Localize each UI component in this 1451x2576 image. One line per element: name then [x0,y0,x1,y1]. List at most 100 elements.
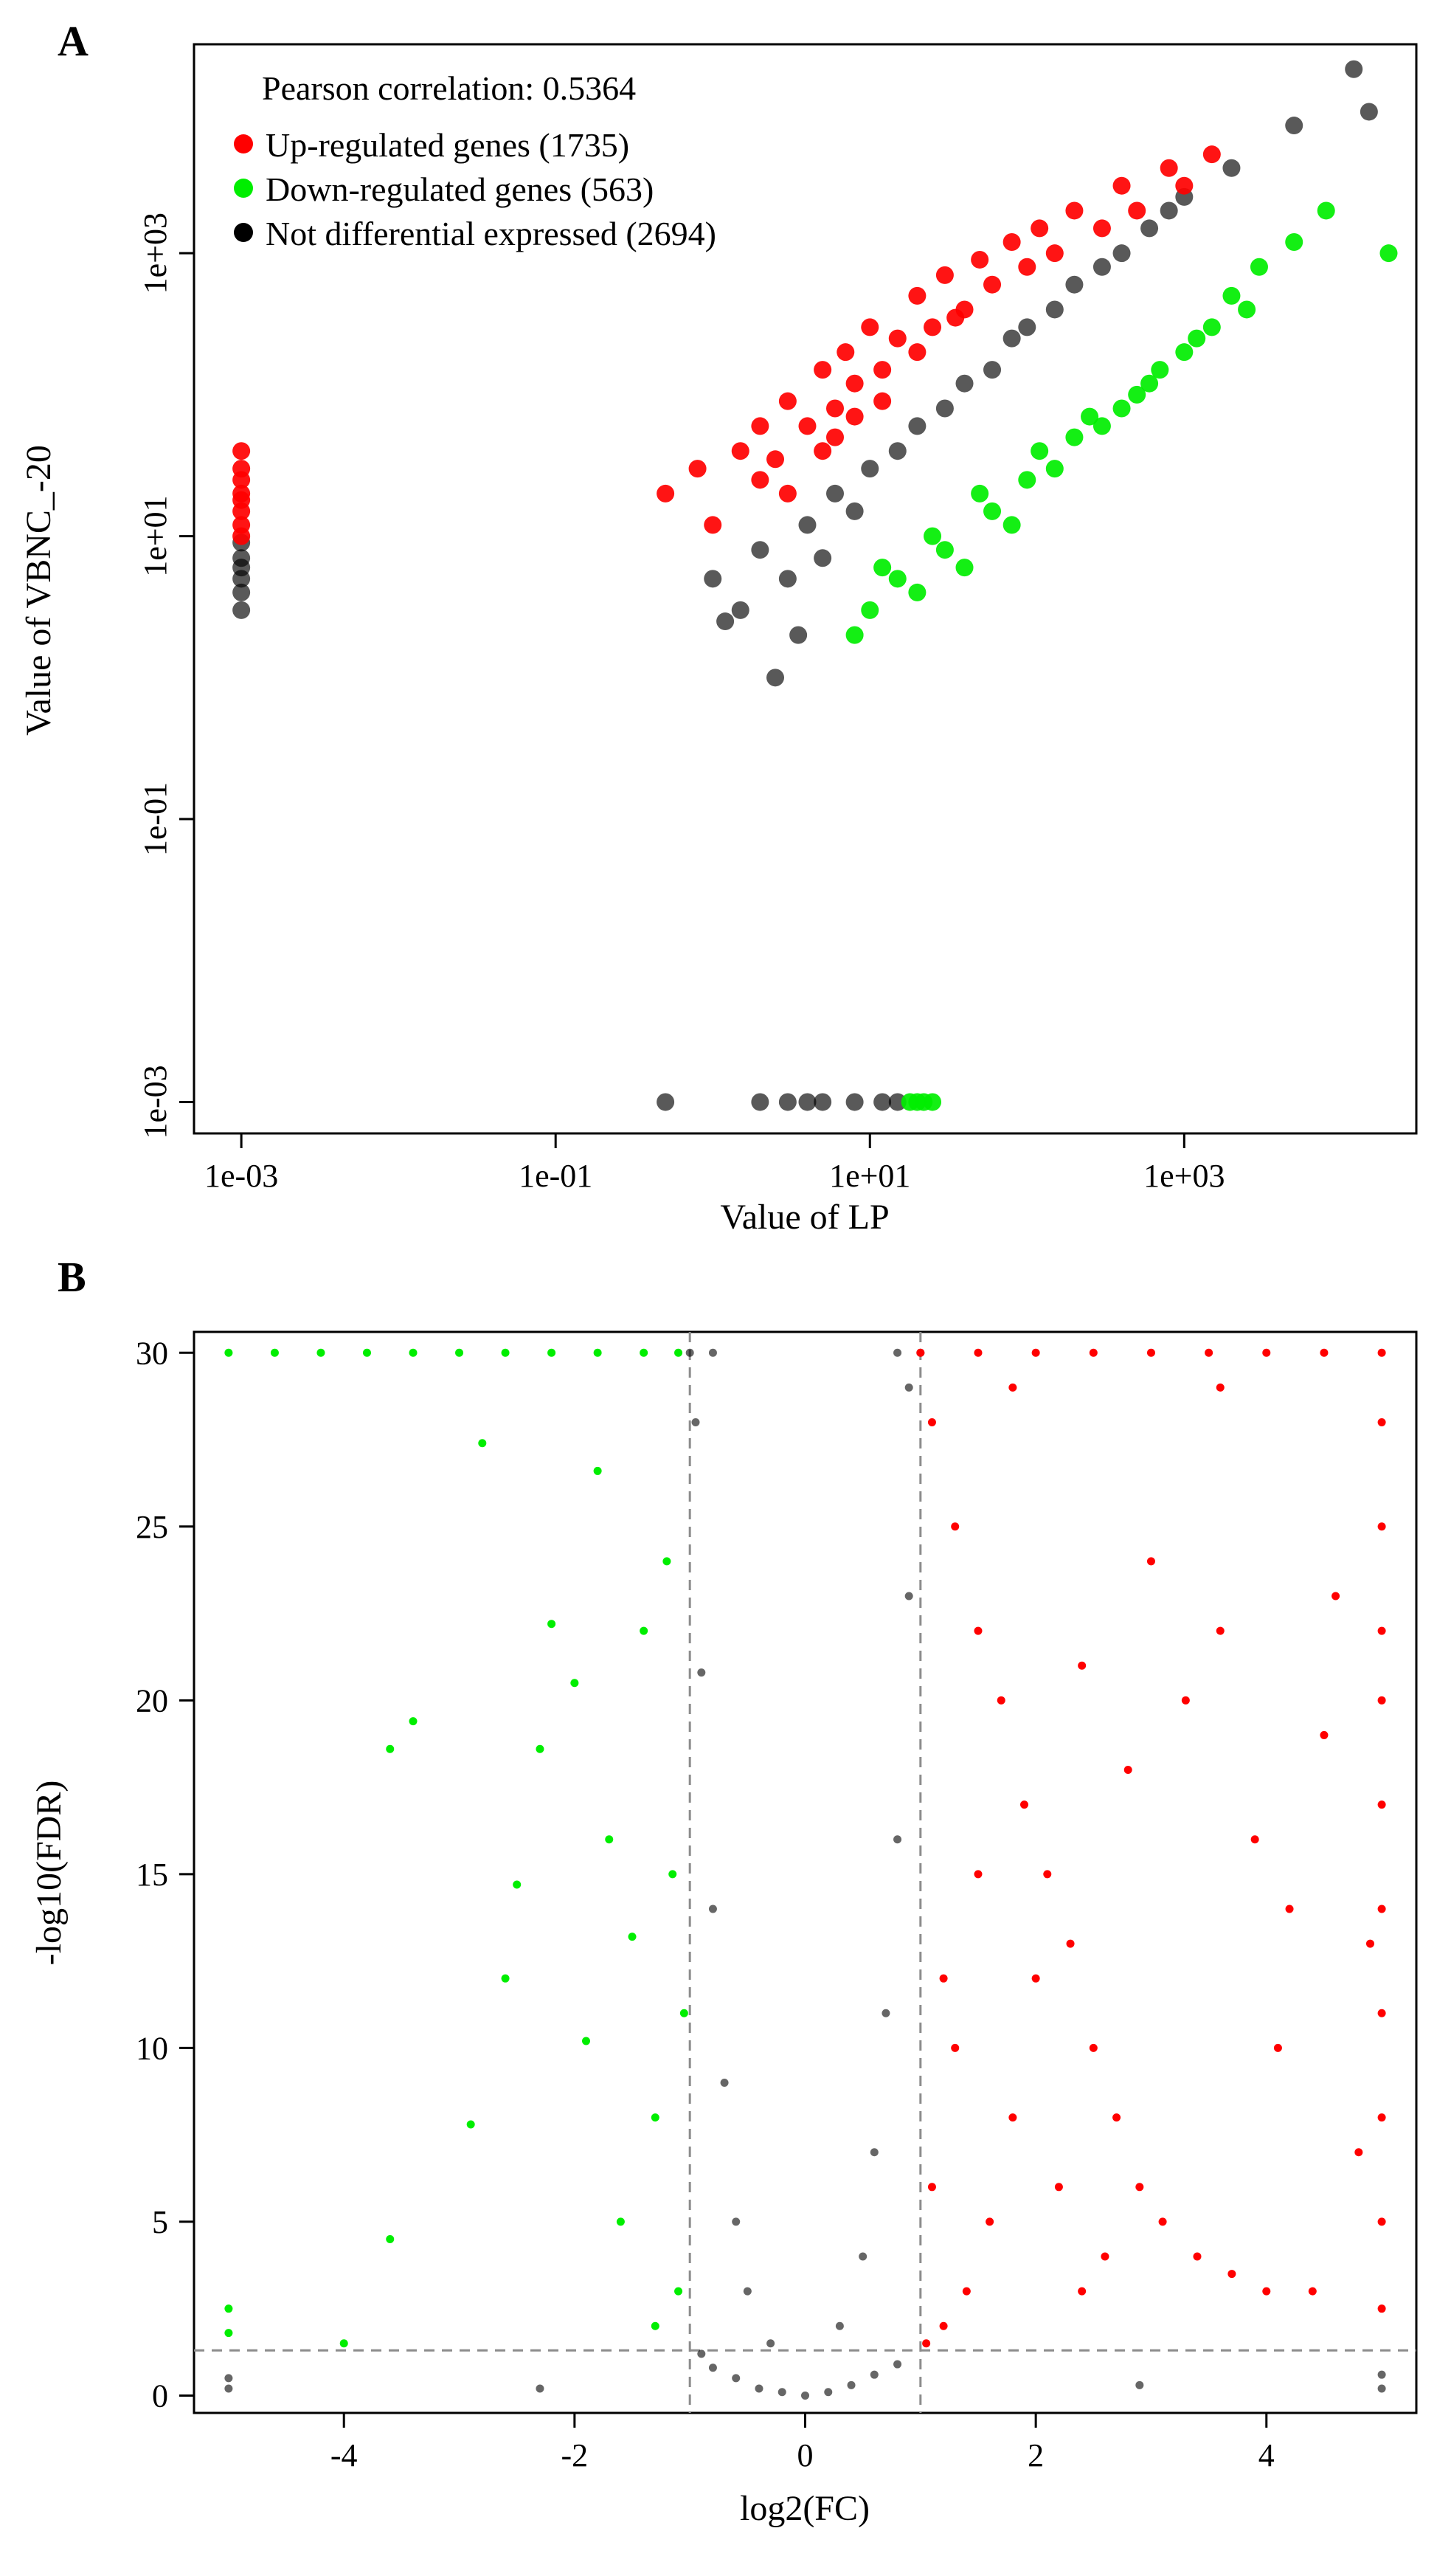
a-point-down-regulated [935,541,954,559]
b-y-tick-label: 20 [136,1682,168,1719]
threshold-guides [194,1332,1416,2413]
a-point-up-regulated [766,450,785,469]
b-y-tick-label: 30 [136,1335,168,1371]
b-point-up-regulated [1377,2217,1386,2226]
a-y-tick-label: 1e-03 [137,1065,173,1139]
b-point-up-regulated [1008,2113,1017,2122]
b-point-up-regulated [1365,1939,1374,1948]
a-point-up-regulated [1112,176,1131,195]
a-point-down-regulated [1222,286,1241,305]
a-point-not-differential [1002,329,1021,348]
b-point-down-regulated [386,1744,395,1753]
a-point-up-regulated [1175,176,1194,195]
legend-label-down: Down-regulated genes (563) [266,170,654,208]
b-point-up-regulated [1054,2183,1063,2192]
b-point-up-regulated [1089,1348,1098,1357]
a-y-tick-label: 1e-01 [137,782,173,856]
a-point-not-differential [888,1093,907,1111]
a-point-down-regulated [955,559,974,577]
a-point-down-regulated [1202,318,1221,336]
a-point-not-differential [704,570,722,588]
b-point-up-regulated [1020,1800,1029,1809]
b-point-up-regulated [1377,1418,1386,1426]
b-point-down-regulated [466,2120,475,2129]
b-point-down-regulated [679,2009,688,2017]
b-point-not-differential [1377,2384,1386,2393]
a-point-up-regulated [751,471,769,489]
a-point-not-differential [751,1093,769,1111]
b-point-up-regulated [1123,1766,1132,1775]
volcano-plot-b: -4 -2 0 2 4 0 5 10 15 20 25 30 [136,1330,1418,2473]
b-point-up-regulated [1377,1800,1386,1809]
b-point-up-regulated [1377,1348,1386,1357]
b-point-up-regulated [974,1348,983,1357]
a-point-not-differential [845,1093,864,1111]
a-point-up-regulated [908,343,927,362]
plot-frame-a [193,43,1418,1135]
a-point-down-regulated [861,601,879,619]
a-point-not-differential [935,399,954,418]
y-axis-label-b: -log10(FDR) [30,1781,69,1966]
b-point-not-differential [224,2374,233,2383]
a-point-down-regulated [1031,442,1049,460]
b-point-not-differential [824,2388,833,2397]
a-point-up-regulated [704,516,722,534]
a-point-not-differential [1045,300,1064,319]
b-point-not-differential [893,2360,902,2369]
b-point-down-regulated [224,1348,233,1357]
b-point-not-differential [697,1668,706,1677]
b-point-down-regulated [501,1348,510,1357]
b-point-down-regulated [605,1835,614,1844]
a-point-not-differential [232,559,251,577]
b-point-down-regulated [628,1933,637,1941]
a-point-not-differential [657,1093,675,1111]
b-point-down-regulated [362,1348,371,1357]
a-point-up-regulated [946,308,965,327]
y-axis-label-a: Value of VBNC_-20 [19,445,58,736]
b-point-down-regulated [651,2113,659,2122]
a-point-down-regulated [1081,407,1099,426]
a-point-not-differential [798,1093,817,1111]
b-point-up-regulated [997,1696,1005,1705]
b-point-down-regulated [316,1348,325,1357]
a-point-down-regulated [1140,374,1159,393]
b-x-tick-label: 2 [1028,2437,1044,2473]
b-point-up-regulated [1066,1939,1075,1948]
b-y-tick-label: 25 [136,1509,168,1545]
a-point-down-regulated [1092,417,1111,435]
b-point-not-differential [893,1835,902,1844]
b-x-tick-label: 0 [797,2437,814,2473]
b-point-up-regulated [1031,1974,1040,1983]
a-point-up-regulated [657,484,675,503]
b-point-not-differential [1377,2370,1386,2379]
a-point-down-regulated [845,626,864,644]
a-point-up-regulated [873,392,892,410]
b-point-up-regulated [1031,1348,1040,1357]
a-point-not-differential [1360,103,1378,121]
legend-marker-not [234,223,253,242]
b-point-down-regulated [270,1348,279,1357]
a-point-not-differential [1140,219,1159,238]
a-point-not-differential [873,1093,892,1111]
b-point-up-regulated [1146,1348,1155,1357]
a-point-down-regulated [1065,428,1084,446]
b-point-not-differential [743,2287,752,2296]
b-point-not-differential [778,2388,786,2397]
b-point-down-regulated [478,1439,487,1448]
a-y-tick-label: 1e+01 [137,495,173,576]
b-point-down-regulated [224,2329,233,2338]
b-point-up-regulated [951,1522,960,1531]
a-point-not-differential [731,601,749,619]
b-point-not-differential [685,1348,694,1357]
b-point-not-differential [904,1592,913,1600]
b-point-up-regulated [1089,2043,1098,2052]
a-point-not-differential [232,583,251,601]
b-point-down-regulated [640,1626,648,1635]
b-point-not-differential [893,1348,902,1357]
a-point-up-regulated [1202,145,1221,164]
b-point-not-differential [224,2384,233,2393]
a-point-down-regulated [888,570,907,588]
a-point-not-differential [861,460,879,478]
b-point-up-regulated [1331,1592,1340,1600]
